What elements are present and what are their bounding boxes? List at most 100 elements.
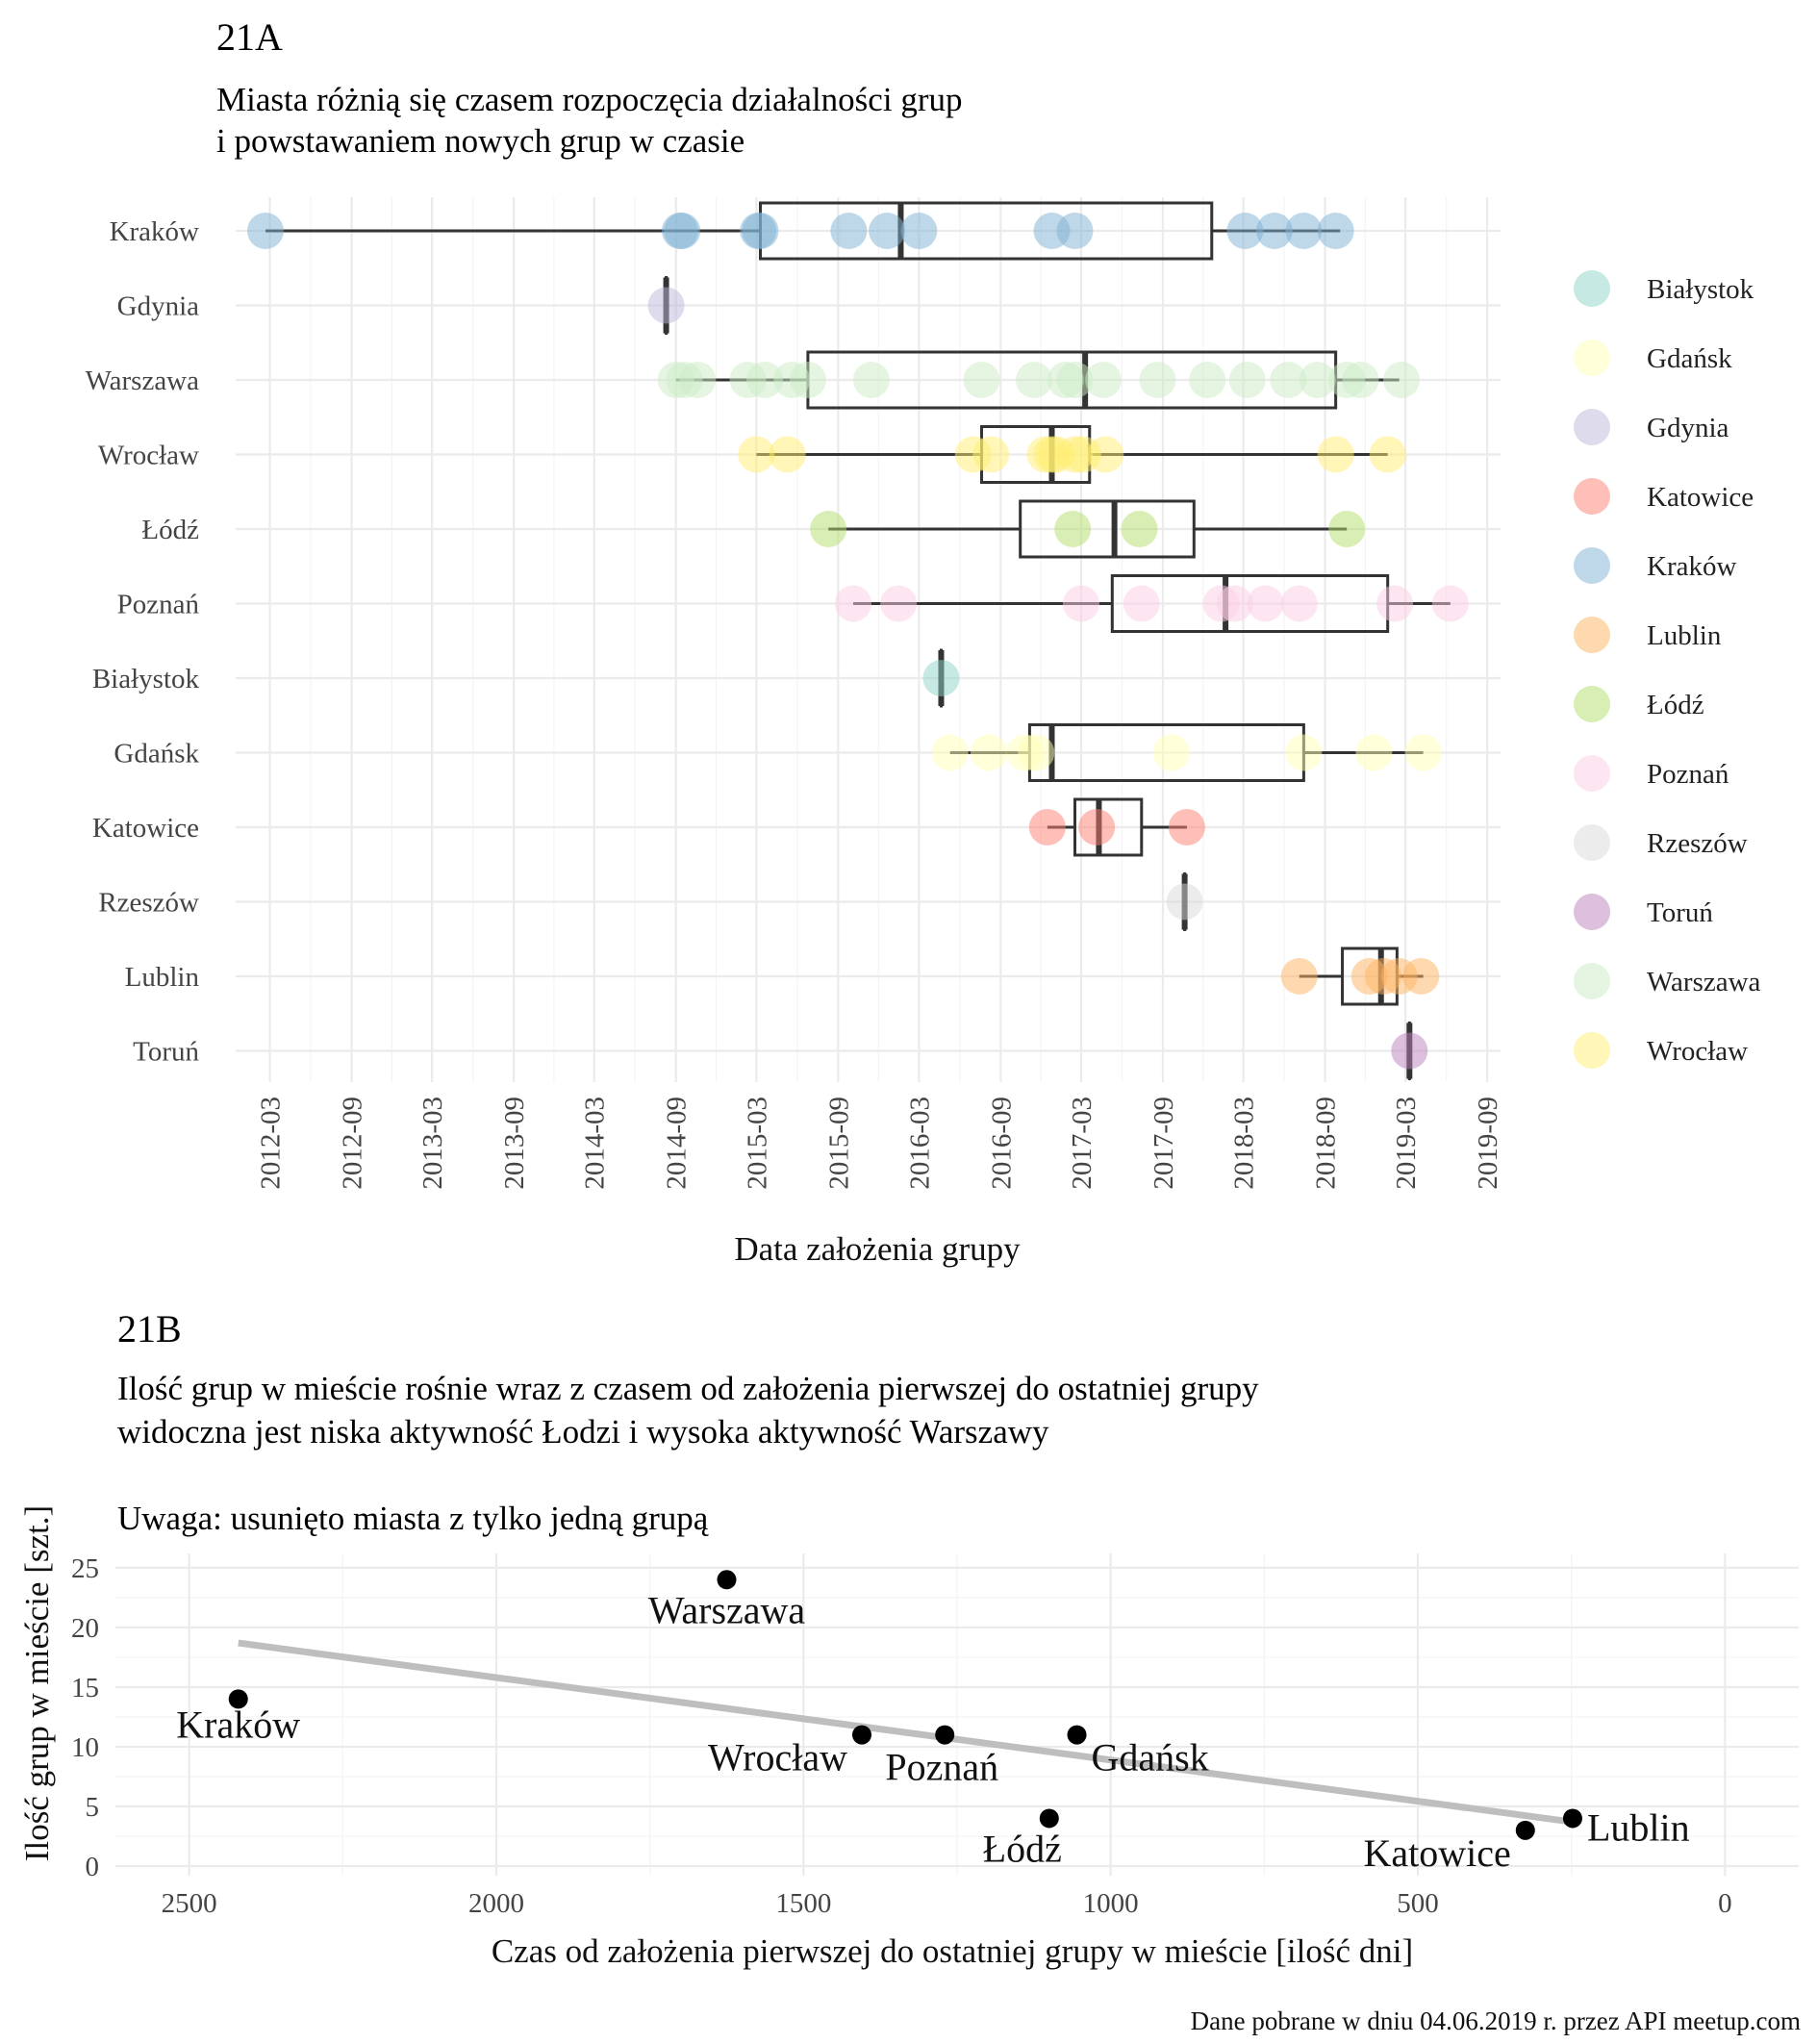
point-warszawa-9 bbox=[1016, 362, 1053, 398]
point-krakow-6 bbox=[869, 213, 906, 249]
point-warszawa-11 bbox=[1056, 362, 1094, 398]
panel-a: 21A Miasta różnią się czasem rozpoczęcia… bbox=[86, 15, 1761, 1268]
panel-b-points: Kraków Warszawa Wrocław Poznań Gdańsk Łódź Kat… bbox=[176, 1570, 1690, 1875]
point-warszawa-12 bbox=[1085, 362, 1123, 398]
point-krakow bbox=[228, 1689, 248, 1709]
point-label-poznan: Poznań bbox=[885, 1746, 998, 1789]
x-tick-1500: 1500 bbox=[775, 1888, 831, 1919]
legend-label-torun: Toruń bbox=[1647, 897, 1713, 928]
legend-key-lublin bbox=[1574, 617, 1610, 653]
legend-label-gdynia: Gdynia bbox=[1647, 413, 1729, 443]
panel-b: 21B Ilość grup w mieście rośnie wraz z c… bbox=[18, 1307, 1799, 1970]
point-poznan-2 bbox=[1062, 585, 1099, 622]
y-tick-25: 25 bbox=[71, 1553, 99, 1584]
x-tick-2019-09: 2019-09 bbox=[1473, 1097, 1503, 1190]
point-wroclaw-3 bbox=[972, 436, 1010, 473]
x-tick-2012-09: 2012-09 bbox=[338, 1097, 368, 1190]
point-label-lodz: Łódź bbox=[983, 1827, 1062, 1870]
point-warszawa-20 bbox=[1382, 362, 1420, 398]
point-katowice-2 bbox=[1168, 809, 1205, 845]
y-tick-rzeszow: Rzeszów bbox=[98, 888, 199, 919]
point-torun-0 bbox=[1391, 1032, 1428, 1070]
point-label-katowice: Katowice bbox=[1364, 1831, 1511, 1875]
legend-label-bialystok: Białystok bbox=[1647, 274, 1754, 305]
panel-a-points bbox=[246, 213, 1469, 1070]
legend-label-lublin: Lublin bbox=[1647, 620, 1722, 651]
point-wroclaw bbox=[852, 1725, 872, 1745]
x-tick-2012-03: 2012-03 bbox=[256, 1097, 287, 1190]
x-tick-2013-03: 2013-03 bbox=[417, 1097, 448, 1190]
point-rzeszow-0 bbox=[1166, 883, 1203, 921]
panel-b-grid bbox=[115, 1553, 1799, 1876]
point-bialystok-0 bbox=[922, 660, 960, 696]
x-tick-2013-09: 2013-09 bbox=[499, 1097, 530, 1190]
point-wroclaw-1 bbox=[769, 436, 806, 473]
y-tick-0: 0 bbox=[86, 1852, 100, 1882]
x-tick-2019-03: 2019-03 bbox=[1391, 1097, 1422, 1190]
panel-a-y-ticks: Kraków Gdynia Warszawa Wrocław Łódź Poznań Bia… bbox=[86, 216, 200, 1068]
legend-label-katowice: Katowice bbox=[1647, 482, 1754, 513]
point-krakow-13 bbox=[1317, 213, 1354, 249]
trend-line bbox=[238, 1639, 1574, 1826]
point-poznan-8 bbox=[1376, 585, 1414, 622]
y-tick-lublin: Lublin bbox=[125, 962, 200, 993]
point-poznan-1 bbox=[880, 585, 918, 622]
legend-key-poznan bbox=[1574, 755, 1610, 792]
point-lodz-2 bbox=[1121, 511, 1158, 547]
point-lodz bbox=[1039, 1808, 1059, 1829]
point-wroclaw-10 bbox=[1317, 436, 1354, 473]
y-tick-10: 10 bbox=[71, 1732, 99, 1763]
x-tick-2017-03: 2017-03 bbox=[1067, 1097, 1098, 1190]
point-lublin-0 bbox=[1280, 958, 1318, 995]
y-tick-bialystok: Białystok bbox=[92, 664, 200, 694]
point-warszawa-14 bbox=[1189, 362, 1226, 398]
y-tick-15: 15 bbox=[71, 1673, 99, 1703]
x-tick-2018-09: 2018-09 bbox=[1311, 1097, 1342, 1190]
panel-b-y-ticks: 0 5 10 15 20 25 bbox=[71, 1553, 99, 1882]
x-tick-2018-03: 2018-03 bbox=[1229, 1097, 1260, 1190]
y-tick-wroclaw: Wrocław bbox=[98, 441, 199, 471]
x-tick-1000: 1000 bbox=[1083, 1888, 1139, 1919]
legend-key-wroclaw bbox=[1574, 1032, 1610, 1069]
x-tick-2015-03: 2015-03 bbox=[742, 1097, 772, 1190]
point-lodz-3 bbox=[1328, 511, 1366, 547]
legend-label-warszawa: Warszawa bbox=[1647, 967, 1761, 997]
point-lodz-0 bbox=[810, 511, 847, 547]
point-warszawa-19 bbox=[1342, 362, 1379, 398]
panel-a-title: Miasta różnią się czasem rozpoczęcia dzi… bbox=[216, 81, 962, 118]
legend-key-katowice bbox=[1574, 478, 1610, 515]
y-tick-gdansk: Gdańsk bbox=[114, 739, 199, 770]
legend-key-rzeszow bbox=[1574, 824, 1610, 861]
panel-b-x-ticks: 2500 2000 1500 1000 500 0 bbox=[162, 1888, 1732, 1919]
point-katowice bbox=[1515, 1820, 1535, 1840]
point-poznan-7 bbox=[1280, 585, 1318, 622]
panel-b-subtitle: widoczna jest niska aktywność Łodzi i wy… bbox=[117, 1413, 1049, 1451]
point-gdansk-3 bbox=[1018, 734, 1055, 771]
panel-a-x-title: Data założenia grupy bbox=[734, 1230, 1021, 1268]
panel-a-x-ticks: 2012-03 2012-09 2013-03 2013-09 2014-03 2014-… bbox=[256, 1097, 1504, 1190]
point-label-warszawa: Warszawa bbox=[648, 1588, 806, 1631]
point-lodz-1 bbox=[1054, 511, 1092, 547]
legend-label-gdansk: Gdańsk bbox=[1647, 343, 1732, 374]
y-tick-lodz: Łódź bbox=[141, 515, 199, 545]
panel-b-note: Uwaga: usunięto miasta z tylko jedną gru… bbox=[117, 1500, 709, 1537]
y-tick-warszawa: Warszawa bbox=[86, 366, 200, 396]
legend-key-torun bbox=[1574, 894, 1610, 930]
point-warszawa-2 bbox=[679, 362, 717, 398]
point-poznan-6 bbox=[1247, 585, 1284, 622]
x-tick-2016-09: 2016-09 bbox=[986, 1097, 1017, 1190]
point-warszawa-8 bbox=[963, 362, 1000, 398]
x-tick-2000: 2000 bbox=[468, 1888, 524, 1919]
point-label-krakow: Kraków bbox=[176, 1703, 300, 1746]
point-label-gdansk: Gdańsk bbox=[1092, 1736, 1209, 1779]
point-warszawa-4 bbox=[746, 362, 784, 398]
point-gdansk-0 bbox=[931, 734, 969, 771]
panel-a-grid bbox=[236, 197, 1501, 1082]
x-tick-2014-03: 2014-03 bbox=[580, 1097, 611, 1190]
legend-key-bialystok bbox=[1574, 270, 1610, 307]
x-tick-500: 500 bbox=[1397, 1888, 1439, 1919]
legend-key-gdansk bbox=[1574, 340, 1610, 376]
point-krakow-5 bbox=[830, 213, 868, 249]
y-tick-5: 5 bbox=[86, 1792, 100, 1823]
